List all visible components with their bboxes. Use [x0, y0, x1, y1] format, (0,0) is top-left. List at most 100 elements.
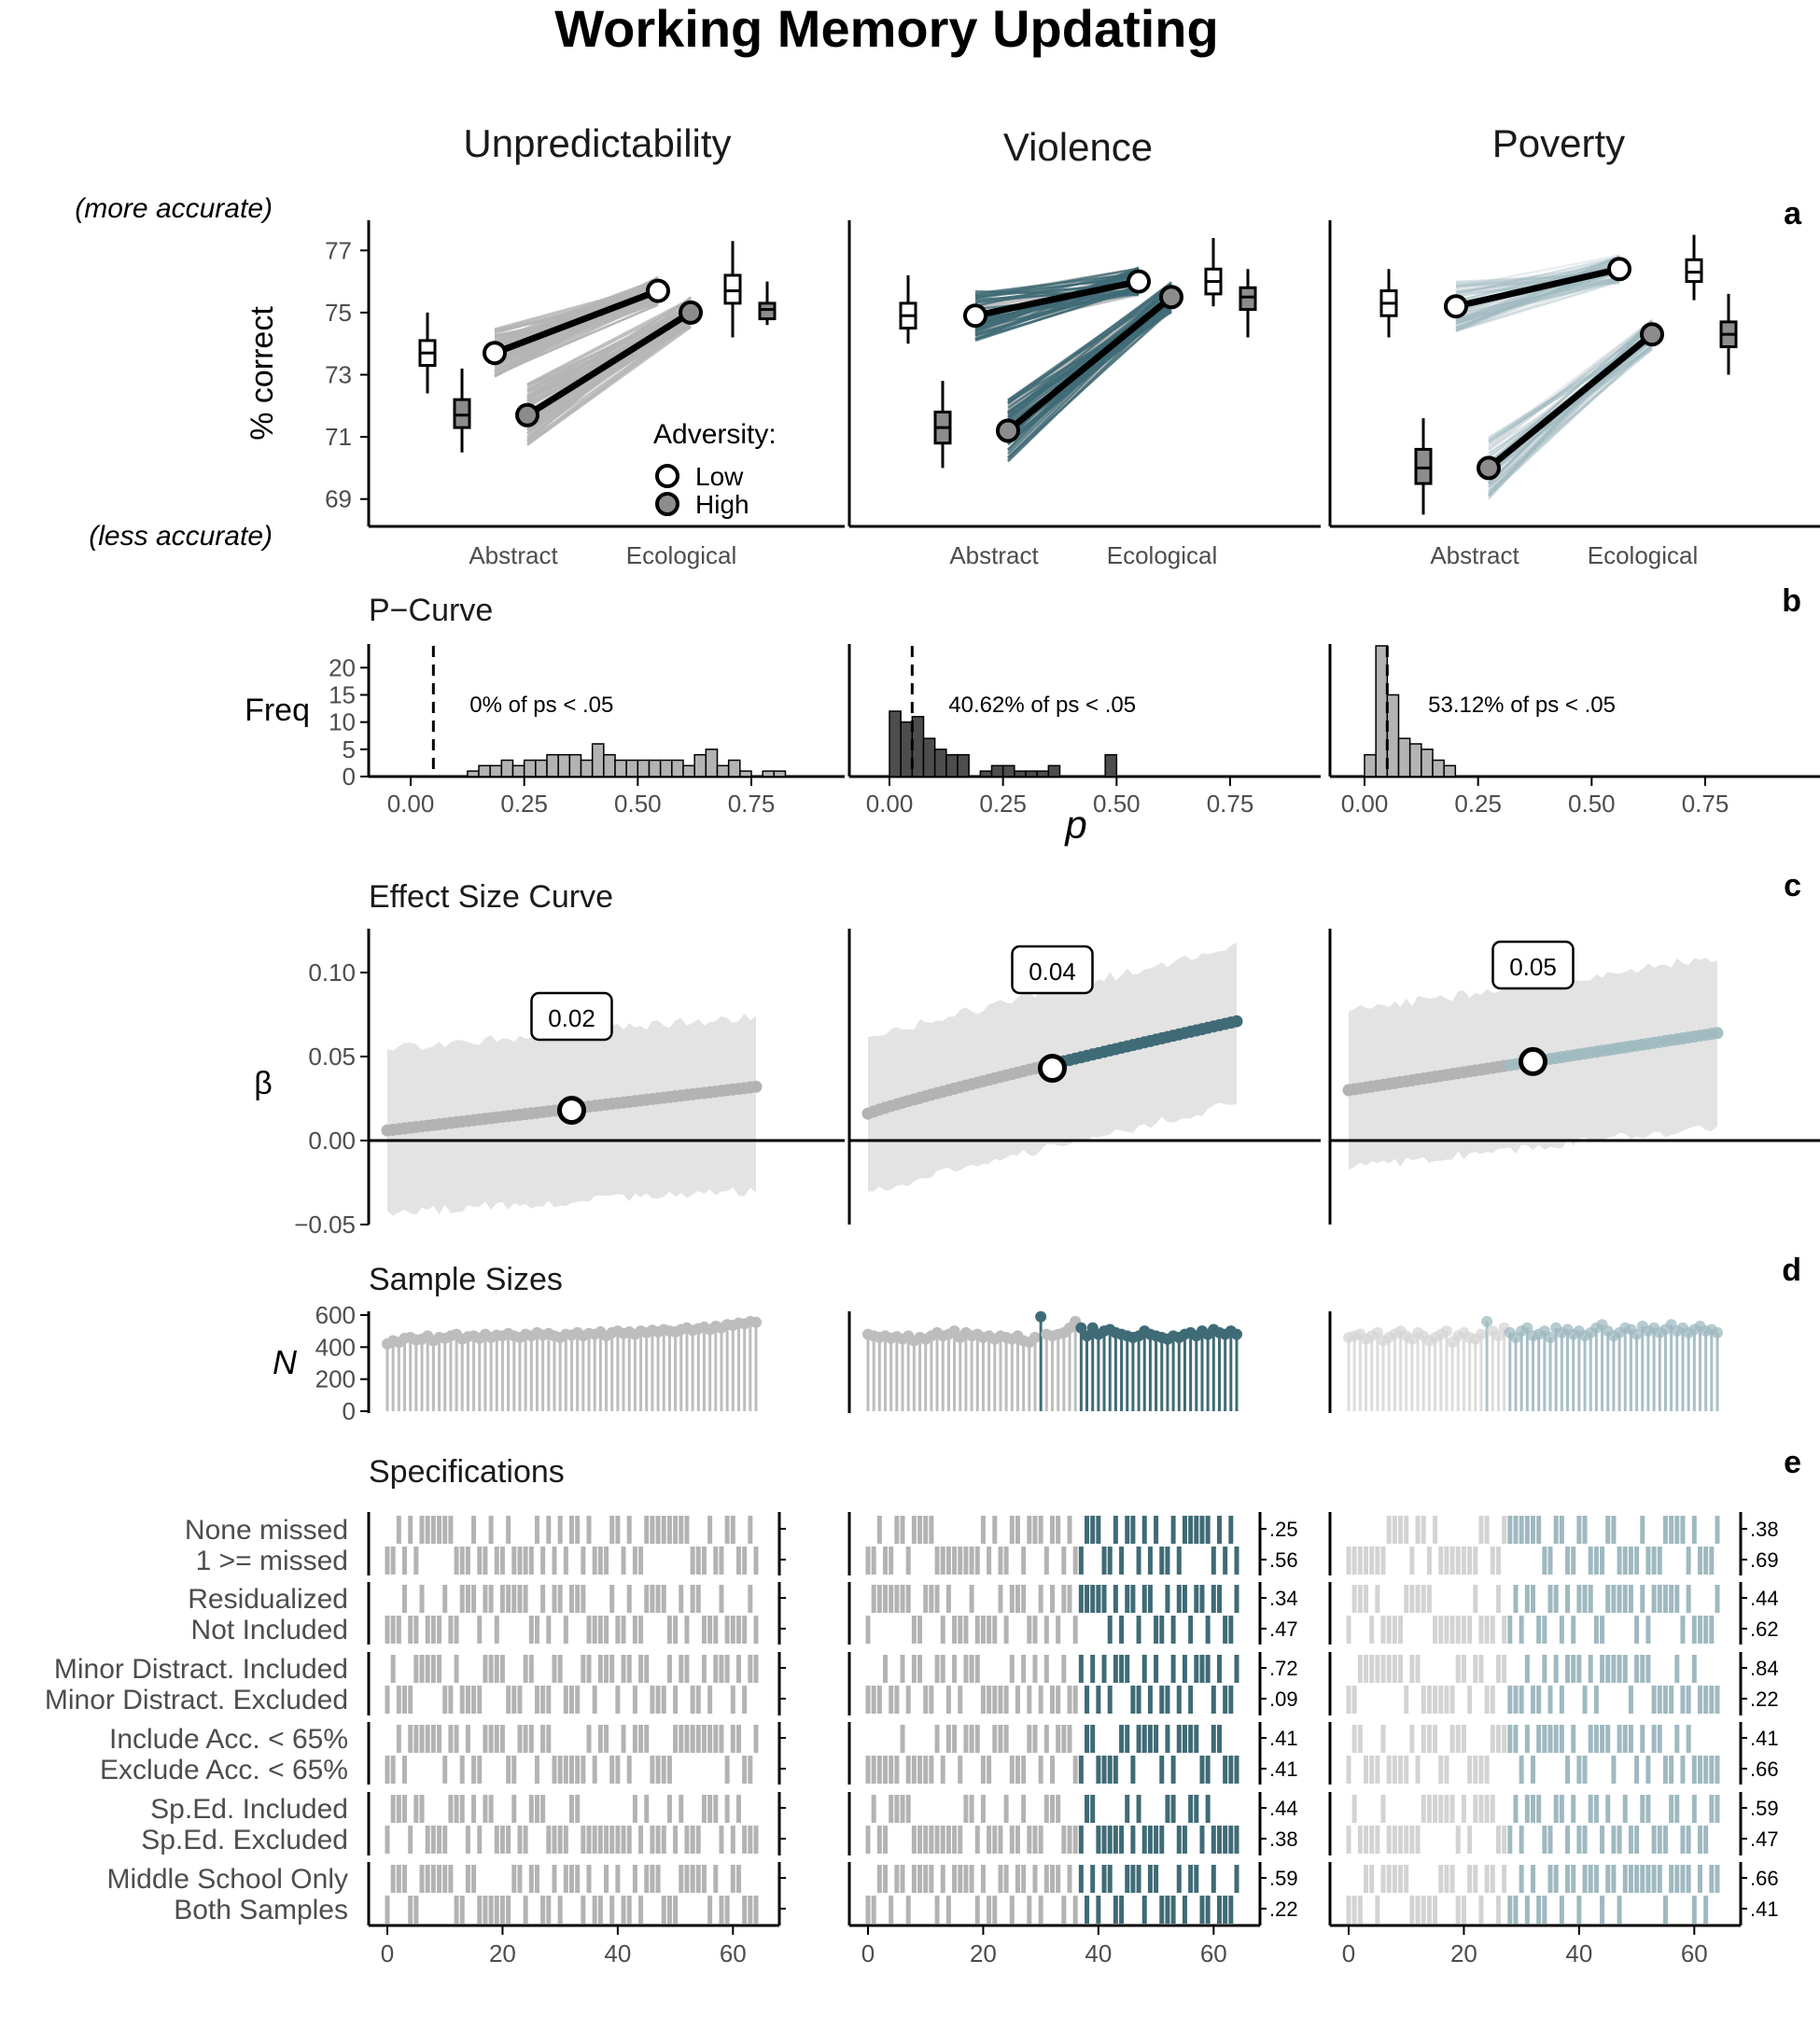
spec-indicator: [923, 1686, 929, 1714]
spec-indicator: [987, 1756, 992, 1784]
spec-indicator: [419, 1795, 425, 1823]
spec-proportion-label: .41: [1269, 1757, 1298, 1781]
spec-line-high: [1488, 319, 1653, 496]
spec-indicator: [1072, 1547, 1078, 1575]
spec-indicator: [425, 1865, 430, 1893]
spec-indicator: [748, 1826, 753, 1854]
spec-indicator: [1634, 1865, 1640, 1893]
spec-line-high: [526, 326, 692, 446]
spec-indicator: [1056, 1725, 1061, 1753]
spec-indicator: [1021, 1795, 1027, 1823]
spec-indicator: [1559, 1616, 1564, 1644]
spec-indicator: [742, 1686, 748, 1714]
spec-row-label: Both Samples: [174, 1895, 348, 1925]
spec-indicator: [454, 1795, 459, 1823]
spec-indicator: [1107, 1826, 1113, 1854]
spec-line-high: [1488, 319, 1653, 466]
spec-line-low: [1455, 259, 1620, 300]
spec-indicator: [1455, 1725, 1461, 1753]
spec-indicator: [695, 1725, 701, 1753]
column-title-poverty: Poverty: [1492, 121, 1625, 165]
spec-indicator: [1691, 1616, 1697, 1644]
spec-indicator: [940, 1655, 945, 1683]
spec-indicator: [1490, 1725, 1495, 1753]
panel-b-ytick-label: 20: [329, 653, 356, 681]
panel-c-ytick-label: 0.10: [308, 959, 356, 987]
spec-indicator: [506, 1585, 511, 1613]
spec-indicator: [592, 1547, 597, 1575]
spec-indicator: [1375, 1896, 1380, 1924]
spec-indicator: [684, 1655, 690, 1683]
spec-indicator: [684, 1725, 690, 1753]
spec-indicator: [1043, 1865, 1049, 1893]
spec-indicator: [1582, 1686, 1588, 1714]
spec-indicator: [719, 1896, 724, 1924]
spec-indicator: [1357, 1826, 1363, 1854]
spec-indicator: [1009, 1756, 1015, 1784]
spec-indicator: [1170, 1896, 1176, 1924]
spec-indicator: [1216, 1826, 1222, 1854]
spec-indicator: [1346, 1616, 1351, 1644]
spec-indicator: [980, 1616, 986, 1644]
spec-indicator: [1617, 1655, 1622, 1683]
plot-area: 69 71 73 75 77 Abstract Ecological Abstract Ecol…: [45, 220, 1820, 1967]
spec-indicator: [1159, 1756, 1165, 1784]
spec-indicator: [1645, 1655, 1651, 1683]
spec-indicator: [1090, 1655, 1096, 1683]
spec-indicator: [1680, 1516, 1686, 1544]
spec-indicator: [644, 1725, 650, 1753]
spec-indicator: [945, 1585, 951, 1613]
spec-indicator: [528, 1865, 534, 1893]
spec-indicator: [1027, 1516, 1032, 1544]
sample-size-point: [1545, 1332, 1557, 1344]
spec-indicator: [1409, 1826, 1415, 1854]
spec-indicator: [413, 1616, 419, 1644]
spec-line-high: [1488, 320, 1653, 465]
spec-indicator: [1050, 1795, 1055, 1823]
spec-indicator: [695, 1865, 701, 1893]
spec-indicator: [1669, 1585, 1674, 1613]
spec-indicator: [1703, 1756, 1709, 1784]
spec-indicator: [1398, 1826, 1404, 1854]
spec-indicator: [517, 1547, 523, 1575]
spec-indicator: [1009, 1896, 1015, 1924]
sample-size-point: [1481, 1315, 1493, 1327]
sample-size-point: [1475, 1328, 1487, 1340]
spec-indicator: [1455, 1655, 1461, 1683]
mean-point: [1607, 257, 1631, 282]
spec-indicator: [1223, 1756, 1228, 1784]
spec-indicator: [1593, 1547, 1599, 1575]
spec-indicator: [1524, 1585, 1530, 1613]
spec-indicator: [1449, 1725, 1455, 1753]
panel-e-violence: 0 20 40 60 .25 .56 .34 .47 .72 .09 .41 .41 .44 .38 .59…: [847, 1512, 1298, 1967]
histogram-bar: [727, 759, 741, 777]
spec-indicator: [1461, 1655, 1466, 1683]
spec-line-low: [1455, 262, 1620, 302]
spec-line-low: [1455, 263, 1620, 294]
histogram-bar: [1432, 759, 1445, 777]
mean-point: [483, 341, 507, 366]
panel-e-xtick-label: 20: [1450, 1939, 1477, 1967]
panel-e-poverty: 0 20 40 60 .38 .69 .44 .62 .84 .22 .41 .66 .59 .47 .66…: [1328, 1512, 1779, 1967]
spec-indicator: [1507, 1616, 1513, 1644]
spec-indicator: [940, 1865, 945, 1893]
spec-indicator: [1101, 1655, 1107, 1683]
spec-indicator: [742, 1826, 748, 1854]
spec-line-high: [1488, 339, 1653, 474]
spec-line-high: [1488, 320, 1653, 443]
spec-indicator: [1380, 1795, 1386, 1823]
panel-b-xtick-label: 0.75: [728, 790, 776, 818]
spec-indicator: [1136, 1547, 1141, 1575]
spec-indicator: [753, 1725, 759, 1753]
spec-indicator: [1085, 1585, 1090, 1613]
spec-indicator: [905, 1686, 911, 1714]
spec-indicator: [1119, 1896, 1125, 1924]
spec-indicator: [1709, 1865, 1715, 1893]
spec-indicator: [1547, 1865, 1553, 1893]
histogram-bar: [591, 743, 605, 777]
spec-indicator: [523, 1725, 528, 1753]
spec-indicator: [437, 1725, 442, 1753]
spec-indicator: [1357, 1655, 1363, 1683]
spec-indicator: [1645, 1616, 1651, 1644]
spec-indicator: [735, 1795, 741, 1823]
